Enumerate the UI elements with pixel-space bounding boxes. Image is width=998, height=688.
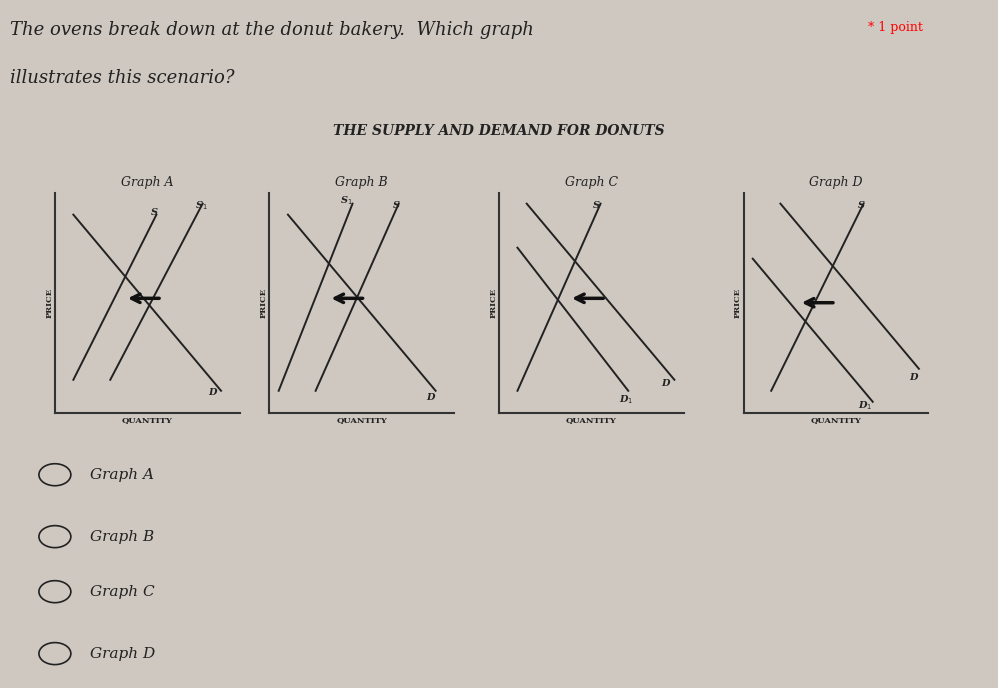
Text: Graph B: Graph B xyxy=(90,530,154,544)
Text: S$_1$: S$_1$ xyxy=(196,199,208,212)
Text: D$_1$: D$_1$ xyxy=(619,393,634,406)
Text: D: D xyxy=(910,373,918,382)
Text: S: S xyxy=(593,201,600,210)
Text: S: S xyxy=(393,201,400,210)
Text: S: S xyxy=(858,201,865,210)
Text: * 1 point: * 1 point xyxy=(868,21,923,34)
X-axis label: QUANTITY: QUANTITY xyxy=(810,416,861,424)
Text: The ovens break down at the donut bakery.  Which graph: The ovens break down at the donut bakery… xyxy=(10,21,534,39)
Text: Graph A: Graph A xyxy=(90,468,154,482)
X-axis label: QUANTITY: QUANTITY xyxy=(336,416,387,424)
Y-axis label: PRICE: PRICE xyxy=(46,288,54,318)
Text: Graph A: Graph A xyxy=(121,176,174,189)
Text: Graph D: Graph D xyxy=(809,176,862,189)
X-axis label: QUANTITY: QUANTITY xyxy=(122,416,173,424)
Text: Graph C: Graph C xyxy=(90,585,155,599)
Y-axis label: PRICE: PRICE xyxy=(735,288,743,318)
Text: D$_1$: D$_1$ xyxy=(858,400,872,412)
Y-axis label: PRICE: PRICE xyxy=(490,288,498,318)
Text: S: S xyxy=(151,208,158,217)
Text: Graph D: Graph D xyxy=(90,647,155,660)
Text: D: D xyxy=(426,393,435,402)
Y-axis label: PRICE: PRICE xyxy=(260,288,268,318)
Text: Graph B: Graph B xyxy=(335,176,388,189)
Text: D: D xyxy=(209,388,217,397)
Text: illustrates this scenario?: illustrates this scenario? xyxy=(10,69,235,87)
Text: THE SUPPLY AND DEMAND FOR DONUTS: THE SUPPLY AND DEMAND FOR DONUTS xyxy=(333,124,665,138)
X-axis label: QUANTITY: QUANTITY xyxy=(566,416,617,424)
Text: D: D xyxy=(662,379,670,389)
Text: S$_1$: S$_1$ xyxy=(339,195,352,208)
Text: Graph C: Graph C xyxy=(565,176,618,189)
